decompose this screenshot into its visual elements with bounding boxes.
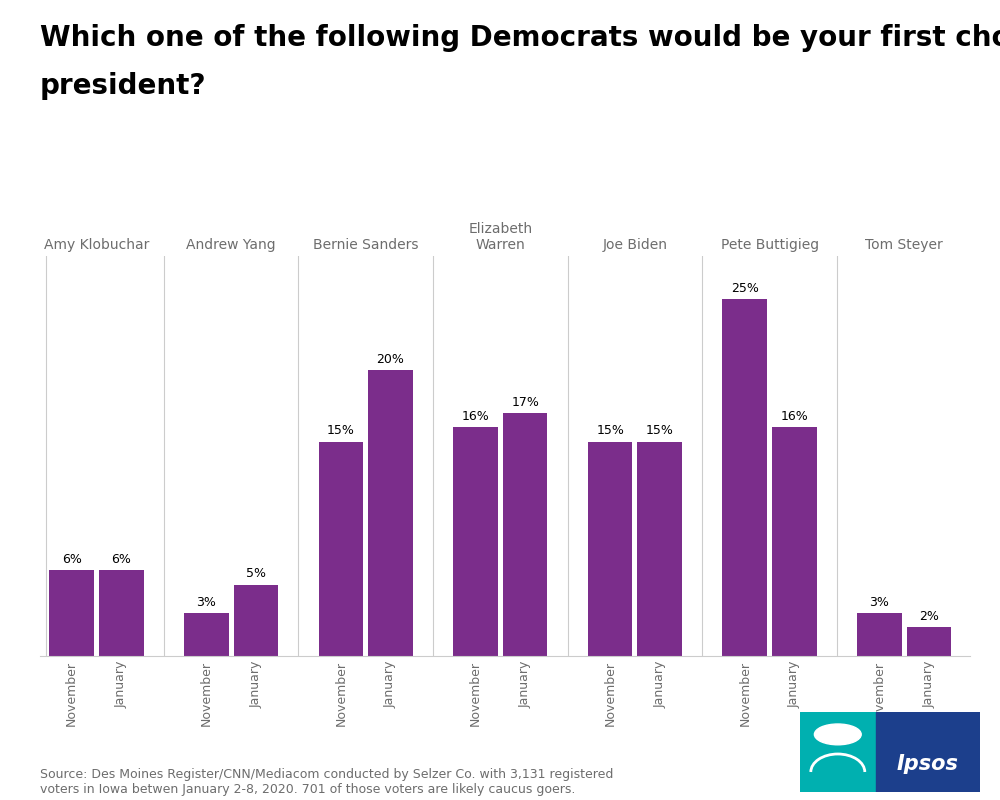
Text: 16%: 16% <box>462 410 489 423</box>
Text: 15%: 15% <box>327 425 355 438</box>
Text: Amy Klobuchar: Amy Klobuchar <box>44 238 149 252</box>
Text: Bernie Sanders: Bernie Sanders <box>313 238 418 252</box>
Bar <box>722 299 767 656</box>
Text: 16%: 16% <box>781 410 808 423</box>
Text: 15%: 15% <box>646 425 674 438</box>
Bar <box>588 442 632 656</box>
Text: Which one of the following Democrats would be your first choice for: Which one of the following Democrats wou… <box>40 24 1000 52</box>
Text: Ipsos: Ipsos <box>897 754 959 774</box>
Bar <box>637 442 682 656</box>
Text: Tom Steyer: Tom Steyer <box>865 238 943 252</box>
Bar <box>453 427 498 656</box>
Text: 3%: 3% <box>196 596 216 609</box>
Text: 20%: 20% <box>377 353 404 366</box>
Bar <box>800 712 876 792</box>
Bar <box>234 585 278 656</box>
Circle shape <box>814 724 861 745</box>
Text: 17%: 17% <box>511 396 539 409</box>
Text: 6%: 6% <box>111 553 131 566</box>
Text: 15%: 15% <box>596 425 624 438</box>
Bar <box>99 570 144 656</box>
Bar <box>184 613 229 656</box>
Bar <box>503 413 547 656</box>
Bar <box>772 427 817 656</box>
Text: Andrew Yang: Andrew Yang <box>186 238 276 252</box>
Bar <box>368 370 413 656</box>
Text: 2%: 2% <box>919 610 939 623</box>
Text: 25%: 25% <box>731 282 759 294</box>
Text: 6%: 6% <box>62 553 82 566</box>
Bar <box>907 627 951 656</box>
Text: president?: president? <box>40 72 207 100</box>
Text: 3%: 3% <box>869 596 889 609</box>
Bar <box>319 442 363 656</box>
Text: Source: Des Moines Register/CNN/Mediacom conducted by Selzer Co. with 3,131 regi: Source: Des Moines Register/CNN/Mediacom… <box>40 768 613 796</box>
Text: 5%: 5% <box>246 567 266 580</box>
Text: Pete Buttigieg: Pete Buttigieg <box>721 238 819 252</box>
Text: Joe Biden: Joe Biden <box>602 238 667 252</box>
Text: Elizabeth
Warren: Elizabeth Warren <box>468 222 532 252</box>
Bar <box>857 613 902 656</box>
Bar <box>49 570 94 656</box>
Bar <box>876 712 980 792</box>
